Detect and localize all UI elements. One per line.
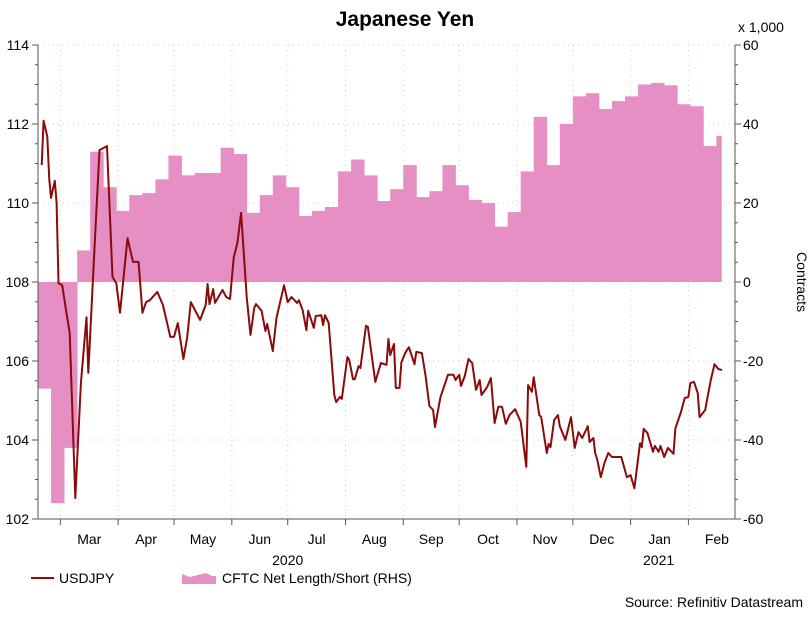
x-year-label: 2021 <box>643 552 674 568</box>
legend-cftc-swatch <box>182 573 216 584</box>
cftc-bar <box>51 282 65 504</box>
left-tick-label: 112 <box>7 116 30 132</box>
cftc-bar <box>168 155 182 282</box>
cftc-bar <box>325 206 339 282</box>
x-month-label: Aug <box>362 531 387 547</box>
cftc-bar <box>651 82 665 282</box>
cftc-bar <box>625 96 639 282</box>
cftc-bar <box>181 175 195 282</box>
x-month-label: Jul <box>308 531 326 547</box>
cftc-bar <box>155 179 169 282</box>
cftc-bar <box>481 203 495 282</box>
cftc-bar <box>507 212 522 282</box>
cftc-bar <box>468 199 482 282</box>
cftc-bar <box>220 147 235 282</box>
cftc-bar <box>207 172 222 282</box>
right-tick-label: 20 <box>743 195 759 211</box>
x-axis-labels: Mar Apr May Jun Jul Aug Sep Oct Nov Dec Jan Feb 2020… <box>77 531 729 568</box>
usdjpy-line <box>40 119 723 500</box>
cftc-bar <box>77 250 91 282</box>
right-axis-label: Contracts <box>794 252 810 312</box>
cftc-bar <box>272 175 287 282</box>
x-month-label: Nov <box>532 531 557 547</box>
cftc-bar <box>129 195 143 282</box>
cftc-bar <box>351 159 365 282</box>
right-axis-multiplier: x 1,000 <box>738 19 784 35</box>
cftc-bar <box>116 210 130 282</box>
right-tick-label: 60 <box>743 37 759 53</box>
cftc-bar <box>598 108 613 283</box>
left-tick-label: 108 <box>6 274 30 290</box>
cftc-bar <box>559 124 574 282</box>
left-tick-label: 114 <box>7 37 30 53</box>
left-tick-label: 110 <box>7 195 30 211</box>
cftc-bar <box>298 216 313 282</box>
right-tick-label: -20 <box>743 353 763 369</box>
x-month-label: Feb <box>705 531 729 547</box>
left-tick-label: 102 <box>6 511 30 527</box>
cftc-bar <box>377 201 391 282</box>
cftc-bar <box>664 85 678 282</box>
axes: 102 104 106 108 110 112 114 -60 -40 -20 0 20 40 60 <box>6 37 764 527</box>
x-month-label: Oct <box>477 531 499 547</box>
cftc-bar <box>429 191 443 282</box>
cftc-bar <box>690 106 704 282</box>
cftc-bar <box>638 84 652 282</box>
cftc-bar <box>364 175 378 282</box>
cftc-bar <box>585 93 600 282</box>
cftc-bar <box>533 116 548 282</box>
legend-cftc-label: CFTC Net Length/Short (RHS) <box>222 570 412 586</box>
x-month-label: Mar <box>77 531 101 547</box>
cftc-bar <box>246 212 261 282</box>
legend: USDJPY CFTC Net Length/Short (RHS) <box>31 570 412 586</box>
cftc-bar <box>546 165 561 282</box>
x-month-label: May <box>190 531 216 547</box>
left-tick-label: 104 <box>6 432 30 448</box>
legend-usdjpy-label: USDJPY <box>59 570 115 586</box>
chart-title: Japanese Yen <box>336 8 475 31</box>
cftc-bar <box>194 172 208 282</box>
x-year-label: 2020 <box>272 552 303 568</box>
cftc-bar <box>677 104 691 282</box>
cftc-bar <box>612 101 626 282</box>
cftc-bar <box>259 195 274 282</box>
cftc-bar <box>520 171 535 282</box>
cftc-bar <box>311 210 326 282</box>
cftc-bar <box>442 165 456 282</box>
cftc-bar <box>703 146 717 282</box>
cftc-bar <box>338 171 352 282</box>
x-month-label: Dec <box>589 531 614 547</box>
usdjpy-line-group <box>40 119 723 500</box>
cftc-bar <box>494 226 509 282</box>
cftc-bar <box>38 282 52 389</box>
x-month-label: Apr <box>135 531 157 547</box>
cftc-bar <box>455 185 469 282</box>
x-month-label: Sep <box>419 531 444 547</box>
left-tick-label: 106 <box>6 353 30 369</box>
right-tick-label: -40 <box>743 432 763 448</box>
source-note: Source: Refinitiv Datastream <box>625 594 803 610</box>
cftc-bar <box>142 193 156 282</box>
cftc-bar <box>403 165 417 282</box>
x-month-label: Jun <box>248 531 271 547</box>
x-month-label: Jan <box>648 531 671 547</box>
right-tick-label: 0 <box>743 274 751 290</box>
right-tick-label: 40 <box>743 116 759 132</box>
cftc-bar <box>572 96 587 282</box>
cftc-bar <box>716 135 722 282</box>
right-tick-label: -60 <box>743 511 763 527</box>
cftc-bar <box>390 189 404 282</box>
cftc-bar <box>416 197 430 282</box>
cftc-bar <box>285 187 300 282</box>
